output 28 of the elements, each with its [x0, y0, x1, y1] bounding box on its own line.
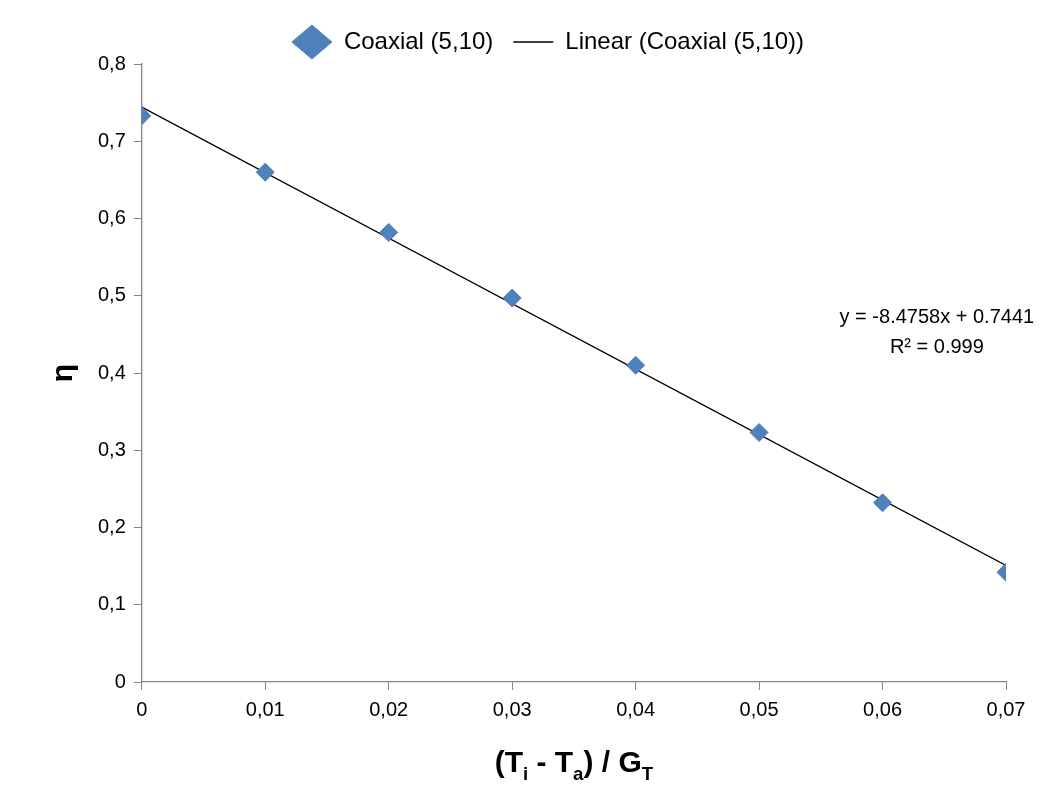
y-tick-label: 0	[114, 669, 126, 692]
x-tick-label: 0	[136, 697, 148, 720]
x-tick-label: 0,05	[739, 697, 779, 720]
x-tick-label: 0,03	[492, 697, 532, 720]
legend-label: Linear (Coaxial (5,10))	[565, 26, 805, 54]
y-tick-label: 0,2	[97, 515, 126, 538]
y-tick-label: 0,6	[97, 206, 126, 229]
annotation: y = -8.4758x + 0.7441	[839, 304, 1035, 327]
point	[749, 422, 769, 442]
x-tick-label: 0,02	[369, 697, 409, 720]
y-tick-label: 0,4	[97, 360, 126, 383]
point	[255, 162, 275, 182]
legend-label: Coaxial (5,10)	[343, 26, 494, 54]
point	[626, 355, 646, 375]
point	[502, 288, 522, 308]
y-tick-label: 0,8	[97, 51, 126, 74]
y-tick-label: 0,7	[97, 128, 126, 151]
y-axis-title: η	[45, 363, 78, 383]
x-tick-label: 0,04	[616, 697, 656, 720]
x-tick-label: 0,06	[863, 697, 903, 720]
annotation: R² = 0.999	[889, 334, 984, 357]
x-tick-label: 0,07	[986, 697, 1026, 720]
point	[379, 222, 399, 242]
y-tick-label: 0,3	[97, 437, 126, 460]
y-tick-label: 0,5	[97, 283, 126, 306]
y-tick-label: 0,1	[97, 592, 126, 615]
x-tick-label: 0,01	[245, 697, 285, 720]
point	[873, 493, 893, 513]
